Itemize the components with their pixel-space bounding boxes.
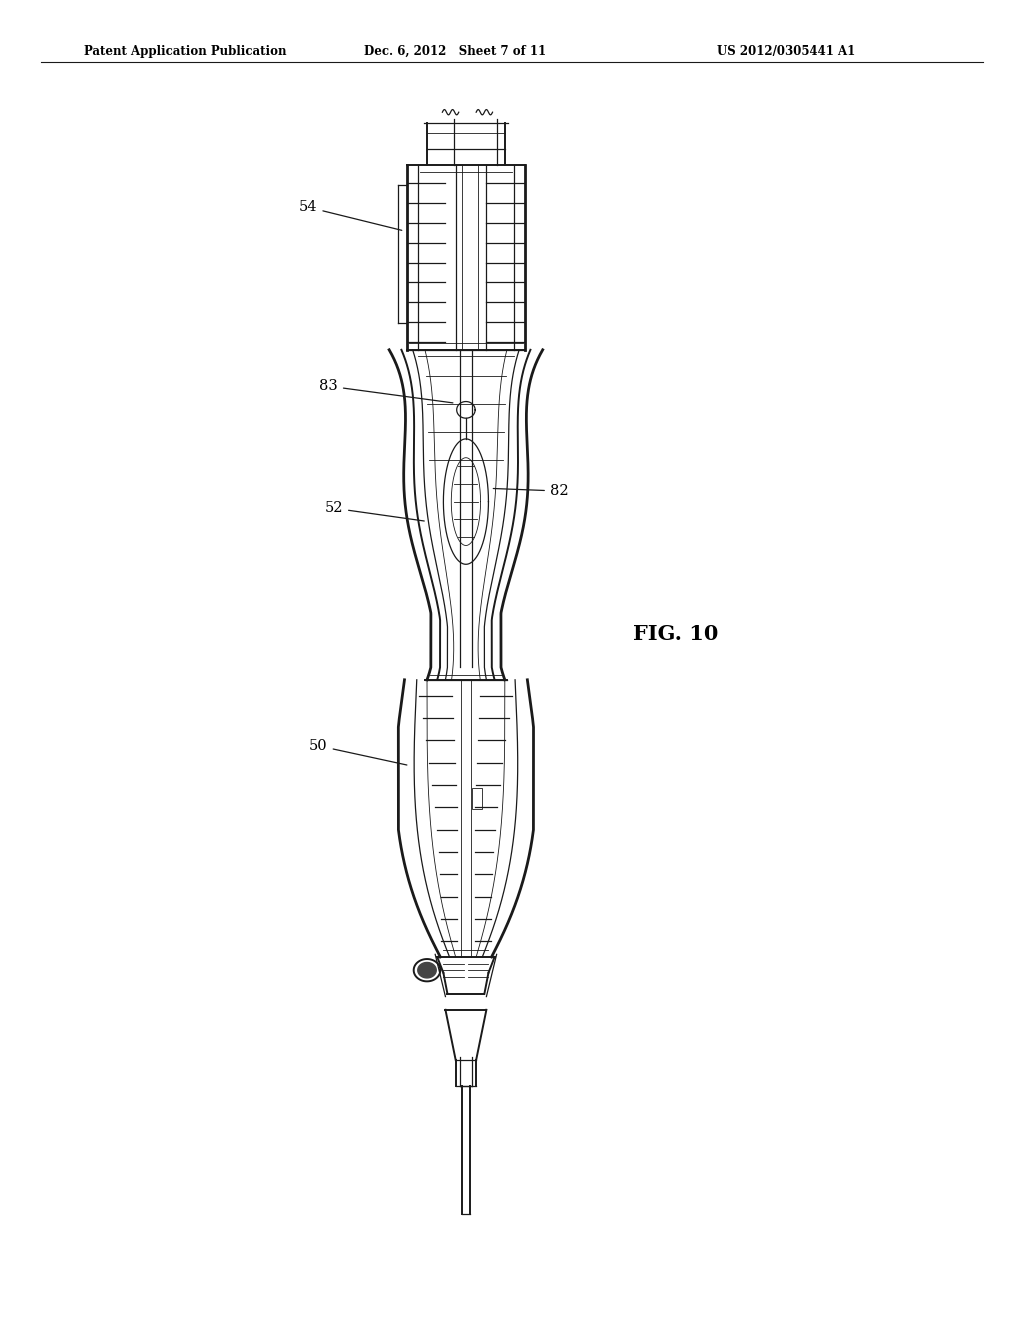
Bar [472,788,482,809]
Text: 83: 83 [319,379,453,403]
Polygon shape [418,962,436,978]
Text: US 2012/0305441 A1: US 2012/0305441 A1 [717,45,855,58]
Text: 50: 50 [309,739,407,766]
Text: 82: 82 [494,484,568,498]
Text: FIG. 10: FIG. 10 [633,623,718,644]
Text: 52: 52 [325,502,424,521]
Text: 54: 54 [299,201,401,230]
Text: Patent Application Publication: Patent Application Publication [84,45,287,58]
Text: Dec. 6, 2012   Sheet 7 of 11: Dec. 6, 2012 Sheet 7 of 11 [364,45,546,58]
